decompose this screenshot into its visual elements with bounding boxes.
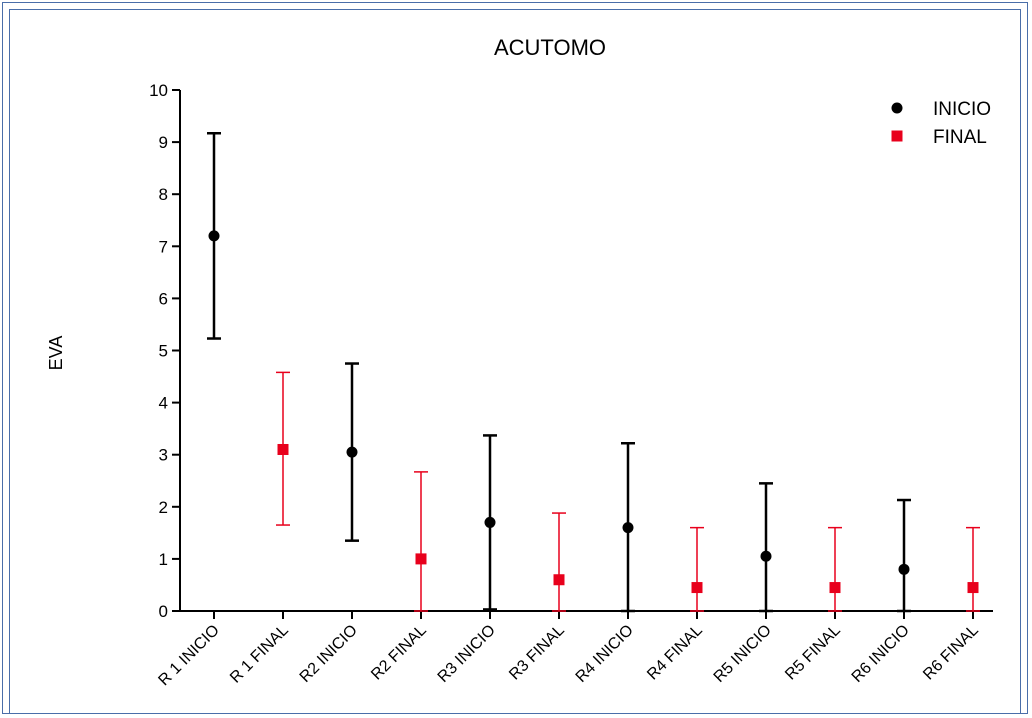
data-point (898, 563, 910, 575)
legend-marker (891, 130, 903, 142)
figure-inner-frame (9, 9, 1021, 713)
x-tick-label: R5 FINAL (782, 622, 844, 684)
x-tick-label: R2 FINAL (368, 622, 430, 684)
legend-marker (891, 102, 903, 114)
y-tick-label: 8 (159, 185, 168, 204)
y-tick-label: 0 (159, 602, 168, 621)
data-marks (207, 131, 980, 613)
x-tick-label: R 1 INICIO (155, 622, 222, 689)
x-tick-label: R 1 FINAL (227, 622, 292, 687)
legend-label: INICIO (933, 99, 991, 120)
data-point (760, 550, 772, 562)
x-tick-label: R4 FINAL (644, 622, 706, 684)
data-point (415, 553, 427, 565)
data-point (553, 574, 565, 586)
data-point (691, 582, 703, 594)
y-tick-label: 9 (159, 133, 168, 152)
y-tick-label: 7 (159, 237, 168, 256)
data-point (277, 443, 289, 455)
y-tick-label: 5 (159, 342, 168, 361)
x-tick-label: R3 FINAL (506, 622, 568, 684)
legend: INICIO FINAL (891, 99, 991, 148)
y-axis-label: EVA (46, 336, 66, 371)
axes: 0 1 2 3 4 5 6 7 8 9 10 R 1 INICIO R 1 FINAL R2 INICIO… (149, 81, 993, 689)
y-tick-label: 3 (159, 446, 168, 465)
y-tick-label: 1 (159, 550, 168, 569)
x-tick-label: R3 INICIO (435, 622, 499, 686)
data-point (346, 446, 358, 458)
x-tick-label: R6 FINAL (920, 622, 982, 684)
data-point (622, 522, 634, 534)
x-tick-label: R2 INICIO (297, 622, 361, 686)
y-tick-label: 10 (149, 81, 168, 100)
chart-title: ACUTOMO (494, 35, 606, 60)
legend-label: FINAL (933, 127, 987, 148)
x-tick-label: R6 INICIO (849, 622, 913, 686)
y-tick-label: 2 (159, 498, 168, 517)
data-point (829, 582, 841, 594)
data-point (484, 516, 496, 528)
data-point (208, 230, 220, 242)
data-point (967, 582, 979, 594)
y-tick-label: 6 (159, 289, 168, 308)
x-tick-label: R4 INICIO (573, 622, 637, 686)
x-tick-label: R5 INICIO (711, 622, 775, 686)
y-tick-label: 4 (159, 394, 168, 413)
